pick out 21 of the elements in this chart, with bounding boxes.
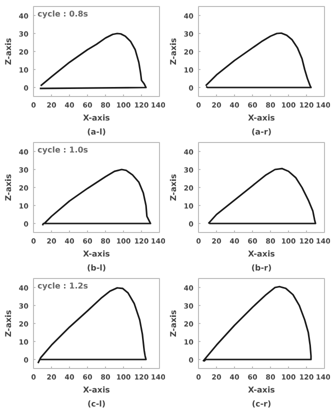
y-axis-title: Z-axis [168, 174, 178, 202]
text: (a-l) [87, 128, 106, 136]
annotation: cycle : 1.0s [38, 146, 88, 154]
x-axis-title: X-axis [83, 250, 110, 258]
x-axis-title: X-axis [83, 114, 110, 122]
annotation: cycle : 1.2s [38, 282, 88, 290]
y-axis-title: Z-axis [4, 310, 13, 338]
text: (c-r) [252, 400, 272, 408]
x-axis-title: X-axis [83, 386, 110, 394]
text: (b-r) [251, 264, 272, 272]
x-axis-title: X-axis [248, 114, 276, 122]
annotation: cycle : 0.8s [38, 10, 88, 18]
x-axis-title: X-axis [248, 250, 276, 258]
y-axis-title: Z-axis [168, 310, 178, 338]
y-axis-title: Z-axis [4, 174, 13, 202]
text: (c-l) [87, 400, 106, 408]
text: (a-r) [252, 128, 272, 136]
y-axis-title: Z-axis [4, 38, 13, 66]
text: (b-l) [86, 264, 106, 272]
y-axis-title: Z-axis [168, 38, 178, 66]
x-axis-title: X-axis [248, 386, 276, 394]
